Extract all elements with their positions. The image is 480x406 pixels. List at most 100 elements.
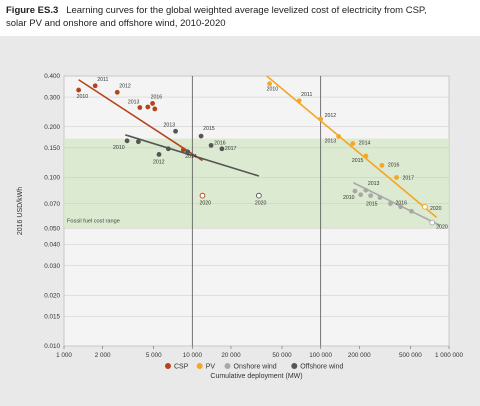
csp-point-label: 2016: [151, 94, 163, 100]
offshore-wind-point: [124, 138, 130, 144]
pv-point: [267, 81, 272, 87]
x-tick-label: 5 000: [146, 352, 162, 359]
pv-point: [422, 203, 428, 210]
y-tick-label: 0.200: [44, 124, 60, 131]
offshore-wind-point: [198, 133, 204, 139]
offshore-wind-point-label: 2010: [113, 145, 125, 151]
y-tick-label: 0.100: [44, 175, 60, 182]
offshore-wind-point-label: 2013: [164, 122, 176, 128]
pv-point-label: 2017: [403, 175, 415, 181]
legend-pv-swatch: [196, 363, 203, 369]
offshore-wind-point-label: 2012: [153, 159, 165, 165]
y-tick-label: 0.015: [44, 314, 60, 321]
onshore-wind-point-label: 2020: [436, 225, 448, 231]
csp-point: [145, 104, 151, 110]
onshore-wind-point: [358, 192, 364, 198]
figure-number: Figure ES.3: [6, 5, 59, 16]
onshore-wind-point: [363, 187, 369, 193]
csp-point: [137, 105, 143, 110]
offshore-wind-point: [173, 128, 178, 134]
legend-csp-label: CSP: [174, 364, 189, 371]
y-tick-label: 0.040: [44, 242, 60, 249]
y-tick-label: 0.020: [44, 292, 60, 299]
pv-point-label: 2013: [325, 139, 337, 145]
pv-point: [318, 116, 324, 122]
offshore-wind-point: [219, 146, 225, 152]
pv-point-label: 2014: [359, 141, 371, 147]
pv-trendline: [266, 75, 438, 218]
legend-onshore-wind-swatch: [224, 363, 231, 369]
offshore-wind-point-label: 2020: [255, 201, 267, 207]
csp-point-label: 2020: [199, 201, 211, 207]
csp-point: [199, 192, 206, 199]
x-tick-label: 20 000: [221, 352, 241, 359]
x-tick-label: 500 000: [399, 352, 422, 359]
pv-point: [350, 141, 356, 146]
onshore-wind-point: [409, 208, 414, 214]
fossil-fuel-band: [64, 138, 449, 229]
fossil-fuel-band-label: Fossil fuel cost range: [67, 219, 120, 225]
offshore-wind-point: [185, 149, 191, 155]
pv-point-label: 2016: [388, 162, 400, 168]
csp-point: [114, 89, 120, 95]
x-tick-label: 50 000: [272, 352, 292, 359]
csp-point-label: 2014: [185, 154, 197, 160]
pv-point: [363, 153, 369, 159]
csp-point-label: 2012: [119, 83, 131, 89]
onshore-wind-point: [368, 193, 374, 199]
onshore-wind-point-label: 2016: [395, 201, 407, 207]
legend-offshore-wind-swatch: [291, 363, 298, 369]
pv-point-label: 2015: [352, 158, 364, 164]
offshore-wind-point-label: 2016: [214, 140, 226, 146]
pv-point-label: 2020: [430, 206, 442, 212]
pv-point-label: 2012: [325, 113, 337, 119]
onshore-wind-point: [377, 195, 383, 200]
offshore-wind-point: [208, 142, 214, 148]
x-tick-label: 100 000: [309, 352, 332, 359]
figure-caption: Learning curves for the global weighted …: [6, 5, 427, 29]
offshore-wind-point: [156, 152, 162, 157]
chart-panel: Fossil fuel cost range 0.400 0.300 0.200 0.…: [0, 36, 480, 406]
figure-title: Figure ES.3 Learning curves for the glob…: [6, 4, 446, 30]
learning-curve-chart: Fossil fuel cost range 0.400 0.300 0.200 0.…: [17, 73, 464, 380]
y-tick-label: 0.030: [44, 263, 60, 270]
y-tick-label: 0.050: [44, 225, 60, 232]
pv-point: [336, 134, 342, 139]
csp-point-label: 2013: [128, 100, 140, 106]
onshore-wind-point: [398, 204, 404, 210]
legend-pv-label: PV: [206, 364, 216, 371]
offshore-wind-trendline: [124, 134, 260, 177]
offshore-wind-point: [256, 192, 262, 199]
csp-trendline: [78, 79, 203, 162]
y-axis-title: 2016 USD/kWh: [17, 187, 24, 235]
offshore-wind-point-label: 2017: [225, 146, 237, 152]
csp-point: [76, 87, 82, 93]
y-tick-label: 0.300: [44, 94, 60, 101]
y-tick-label: 0.070: [44, 201, 60, 208]
x-tick-label: 1 000: [56, 352, 72, 359]
x-axis-title: Cumulative deployment (MW): [210, 373, 302, 380]
csp-point: [150, 101, 155, 106]
legend-csp-swatch: [165, 363, 171, 369]
csp-point: [180, 147, 186, 153]
y-tick-label: 0.010: [44, 343, 60, 350]
onshore-wind-point-label: 2010: [343, 195, 355, 201]
csp-point: [92, 83, 98, 89]
pv-point: [379, 162, 385, 168]
onshore-wind-point: [352, 188, 358, 194]
csp-point: [152, 106, 158, 112]
x-tick-label: 2 000: [95, 352, 111, 359]
y-tick-label: 0.400: [44, 73, 60, 80]
offshore-wind-point-label: 2015: [203, 126, 215, 132]
onshore-wind-point-label: 2013: [368, 181, 380, 187]
csp-point-label: 2010: [77, 94, 89, 100]
pv-point: [394, 175, 399, 180]
x-tick-label: 1 000 000: [435, 352, 464, 359]
legend-onshore-wind-label: Onshore wind: [234, 364, 277, 371]
csp-point-label: 2011: [97, 77, 108, 83]
offshore-wind-point: [136, 139, 141, 145]
offshore-wind-point: [165, 146, 171, 152]
x-tick-label: 10 000: [183, 352, 203, 359]
x-tick-label: 200 000: [348, 352, 371, 359]
onshore-wind-point-label: 2015: [366, 202, 378, 208]
